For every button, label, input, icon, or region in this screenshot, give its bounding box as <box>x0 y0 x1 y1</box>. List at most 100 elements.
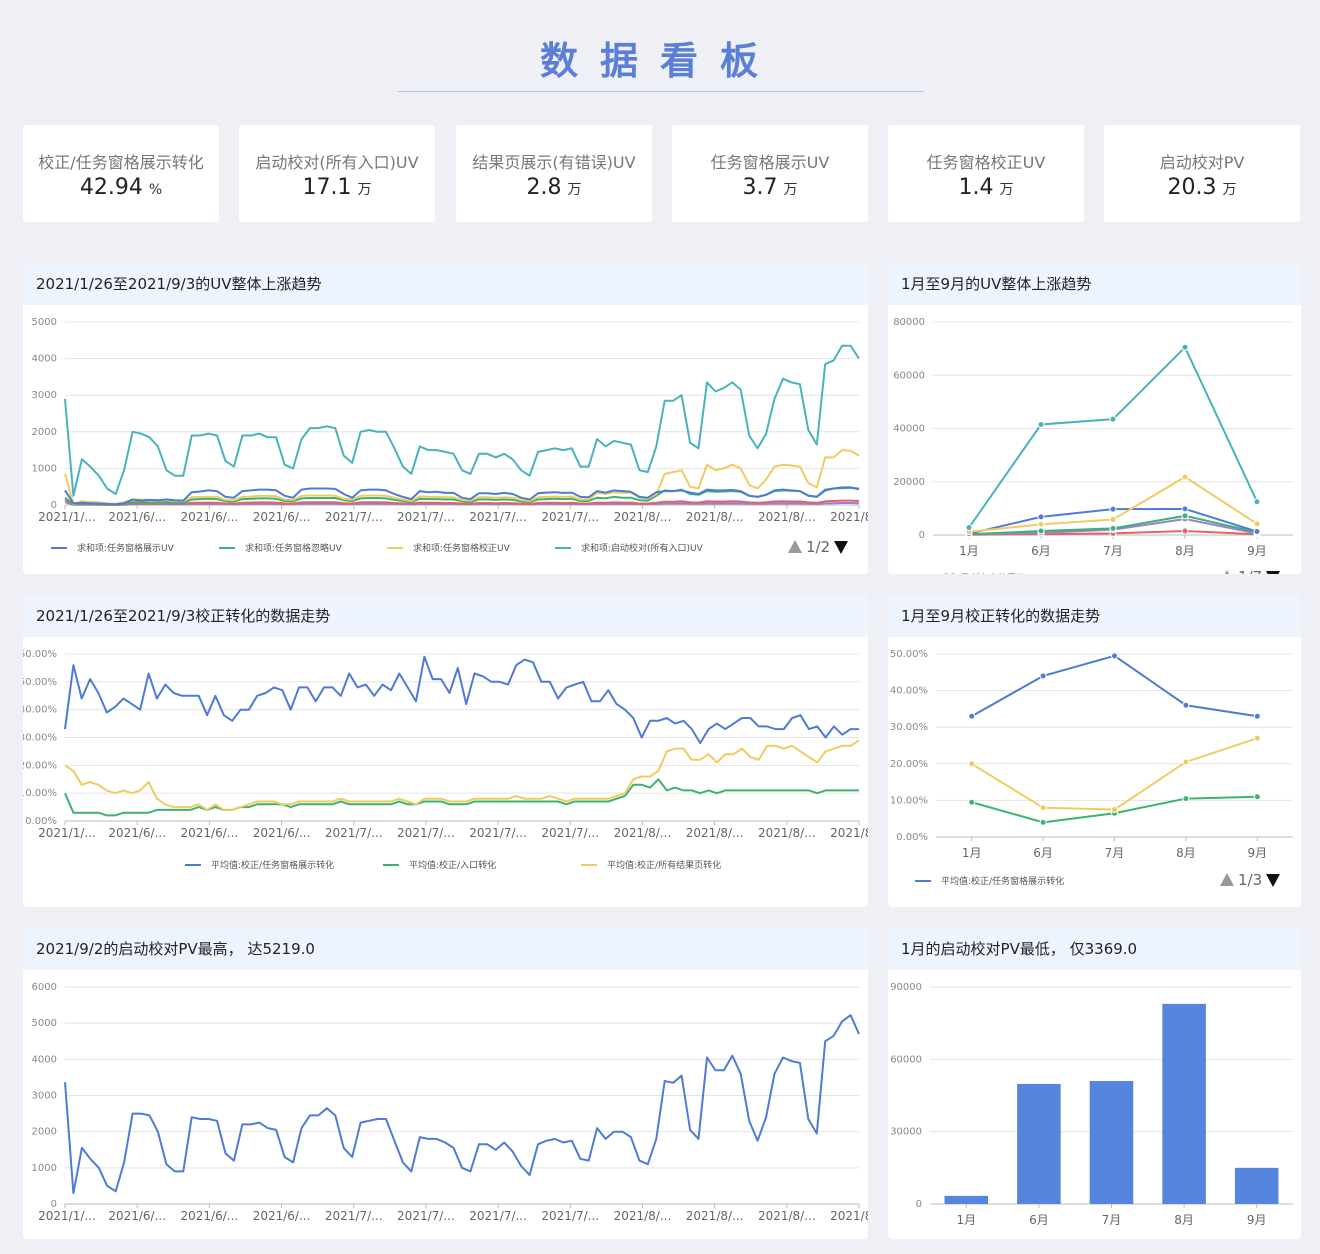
kpi-card-launch-pv: 启动校对PV 20.3 万 <box>1104 125 1300 222</box>
x-tick-label: 6月 <box>1033 846 1053 860</box>
pager-prev-icon <box>1220 873 1234 886</box>
x-tick-label: 8月 <box>1175 544 1195 558</box>
conv-daily-chart: 0.00% 10.00% 20.00% 30.00% 40.00% 50.00% 60.00… <box>23 649 868 871</box>
kpi-unit: 万 <box>567 182 582 198</box>
data-point <box>1182 758 1190 766</box>
x-tick-label: 2021/8/... <box>830 1209 868 1223</box>
kpi-value: 1.4 <box>958 175 994 200</box>
kpi-label: 启动校对PV <box>1159 153 1245 172</box>
card-conv-monthly: 1月至9月校正转化的数据走势 0.00% 10.00% 20.00% 30.00% 40… <box>888 595 1301 907</box>
y-tick-label: 90000 <box>890 982 922 993</box>
kpi-card-conversion: 校正/任务窗格展示转化 42.94% <box>23 125 219 222</box>
bar <box>1089 1081 1134 1204</box>
x-tick-label: 1月 <box>959 544 979 558</box>
data-point <box>1109 415 1117 423</box>
series-line <box>64 739 860 811</box>
pv-daily-chart: 0 1000 2000 3000 4000 5000 6000 2021/1/... 2021/… <box>32 982 868 1223</box>
x-tick-label: 7月 <box>1103 544 1123 558</box>
x-tick-label: 2021/8/... <box>614 826 672 840</box>
card-title: 1月至9月的UV整体上涨趋势 <box>888 263 1301 305</box>
x-tick-label: 2021/1/... <box>38 826 96 840</box>
x-tick-label: 7月 <box>1102 1213 1122 1227</box>
data-point <box>1111 652 1118 660</box>
x-tick-label: 2021/8/... <box>686 1209 744 1223</box>
pager-next-icon <box>834 541 848 554</box>
data-point <box>968 798 976 806</box>
x-tick-label: 2021/7/... <box>541 826 599 840</box>
series-line <box>968 345 1258 529</box>
pager-label: 1/2 <box>806 538 830 556</box>
x-tick-label: 2021/6/... <box>181 826 239 840</box>
card-conv-daily: 2021/1/26至2021/9/3校正转化的数据走势 0.00% 10.00% 2… <box>23 595 868 907</box>
card-pv-monthly: 1月的启动校对PV最低， 仅3369.0 0 30000 60000 90000 1月 6… <box>888 928 1301 1239</box>
data-point <box>1253 528 1261 536</box>
card-title: 1月至9月校正转化的数据走势 <box>888 595 1301 637</box>
data-point <box>1253 498 1261 506</box>
pager-prev-icon <box>1224 570 1230 574</box>
data-point <box>1253 734 1261 742</box>
y-tick-label: 80000 <box>893 317 925 328</box>
series-line <box>64 449 860 505</box>
data-point <box>1037 421 1045 429</box>
x-tick-label: 2021/7/... <box>325 510 383 524</box>
kpi-value: 2.8 <box>526 175 562 200</box>
data-point <box>968 712 976 720</box>
legend-label: 求和项:启动校对(所有入口)UV <box>581 542 704 554</box>
y-tick-label: 0 <box>51 500 57 511</box>
x-tick-label: 2021/7/... <box>541 510 599 524</box>
card-uv-daily: 2021/1/26至2021/9/3的UV整体上涨趋势 0 1000 2000 300… <box>23 263 868 574</box>
y-tick-label: 40.00% <box>23 705 57 716</box>
x-tick-label: 2021/1/... <box>38 1209 96 1223</box>
x-tick-label: 2021/8/... <box>758 826 816 840</box>
y-tick-label: 60000 <box>890 1054 922 1065</box>
y-tick-label: 40.00% <box>890 686 928 697</box>
data-point <box>968 760 976 768</box>
kpi-value: 17.1 <box>302 175 352 200</box>
card-title: 2021/1/26至2021/9/3的UV整体上涨趋势 <box>23 263 868 305</box>
card-title: 1月的启动校对PV最低， 仅3369.0 <box>888 928 1301 970</box>
data-point <box>1181 512 1189 520</box>
y-tick-label: 50.00% <box>23 677 57 688</box>
data-point <box>1037 520 1045 528</box>
y-tick-label: 0 <box>919 530 925 541</box>
x-tick-label: 2021/7/... <box>397 826 455 840</box>
x-tick-label: 2021/7/... <box>397 510 455 524</box>
x-tick-label: 2021/6/... <box>108 1209 166 1223</box>
series-line <box>64 344 860 497</box>
kpi-label: 启动校对(所有入口)UV <box>255 153 419 172</box>
bar <box>1234 1167 1279 1204</box>
page-title: 数据看板 <box>539 39 780 83</box>
data-point <box>1253 712 1261 720</box>
card-uv-monthly: 1月至9月的UV整体上涨趋势 0 20000 40000 60000 80000 1月 6月… <box>888 263 1301 574</box>
data-point <box>1039 672 1047 680</box>
data-point <box>1039 804 1047 812</box>
legend-label: 平均值:校正/任务窗格展示转化 <box>941 875 1064 887</box>
pager-prev-icon <box>788 540 802 553</box>
series-line <box>64 778 859 817</box>
x-tick-label: 9月 <box>1247 846 1267 860</box>
x-tick-label: 2021/1/... <box>38 510 96 524</box>
pager-label: 1/3 <box>1238 871 1262 889</box>
data-point <box>1109 524 1117 532</box>
x-tick-label: 8月 <box>1176 846 1196 860</box>
legend-label: 求和项:任务窗格展示UV <box>941 572 1039 574</box>
y-tick-label: 10.00% <box>23 788 57 799</box>
x-tick-label: 9月 <box>1247 544 1267 558</box>
y-tick-label: 5000 <box>32 317 57 328</box>
data-point <box>1037 513 1045 521</box>
kpi-value: 3.7 <box>742 175 778 200</box>
data-point <box>1182 701 1190 709</box>
kpi-unit: % <box>148 182 163 198</box>
x-tick-label: 2021/6/... <box>108 510 166 524</box>
legend-label: 平均值:校正/入口转化 <box>409 859 496 871</box>
x-tick-label: 2021/6/... <box>253 510 311 524</box>
y-tick-label: 20000 <box>893 477 925 488</box>
x-tick-label: 2021/8/... <box>614 510 672 524</box>
kpi-unit: 万 <box>783 182 798 198</box>
x-tick-label: 1月 <box>956 1213 976 1227</box>
uv-monthly-chart: 0 20000 40000 60000 80000 1月 6月 7月 8月 9月求和项:任务窗格展… <box>893 317 1293 574</box>
bar <box>1017 1083 1061 1204</box>
y-tick-label: 30.00% <box>890 722 928 733</box>
kpi-unit: 万 <box>999 182 1014 198</box>
data-point <box>965 524 973 532</box>
